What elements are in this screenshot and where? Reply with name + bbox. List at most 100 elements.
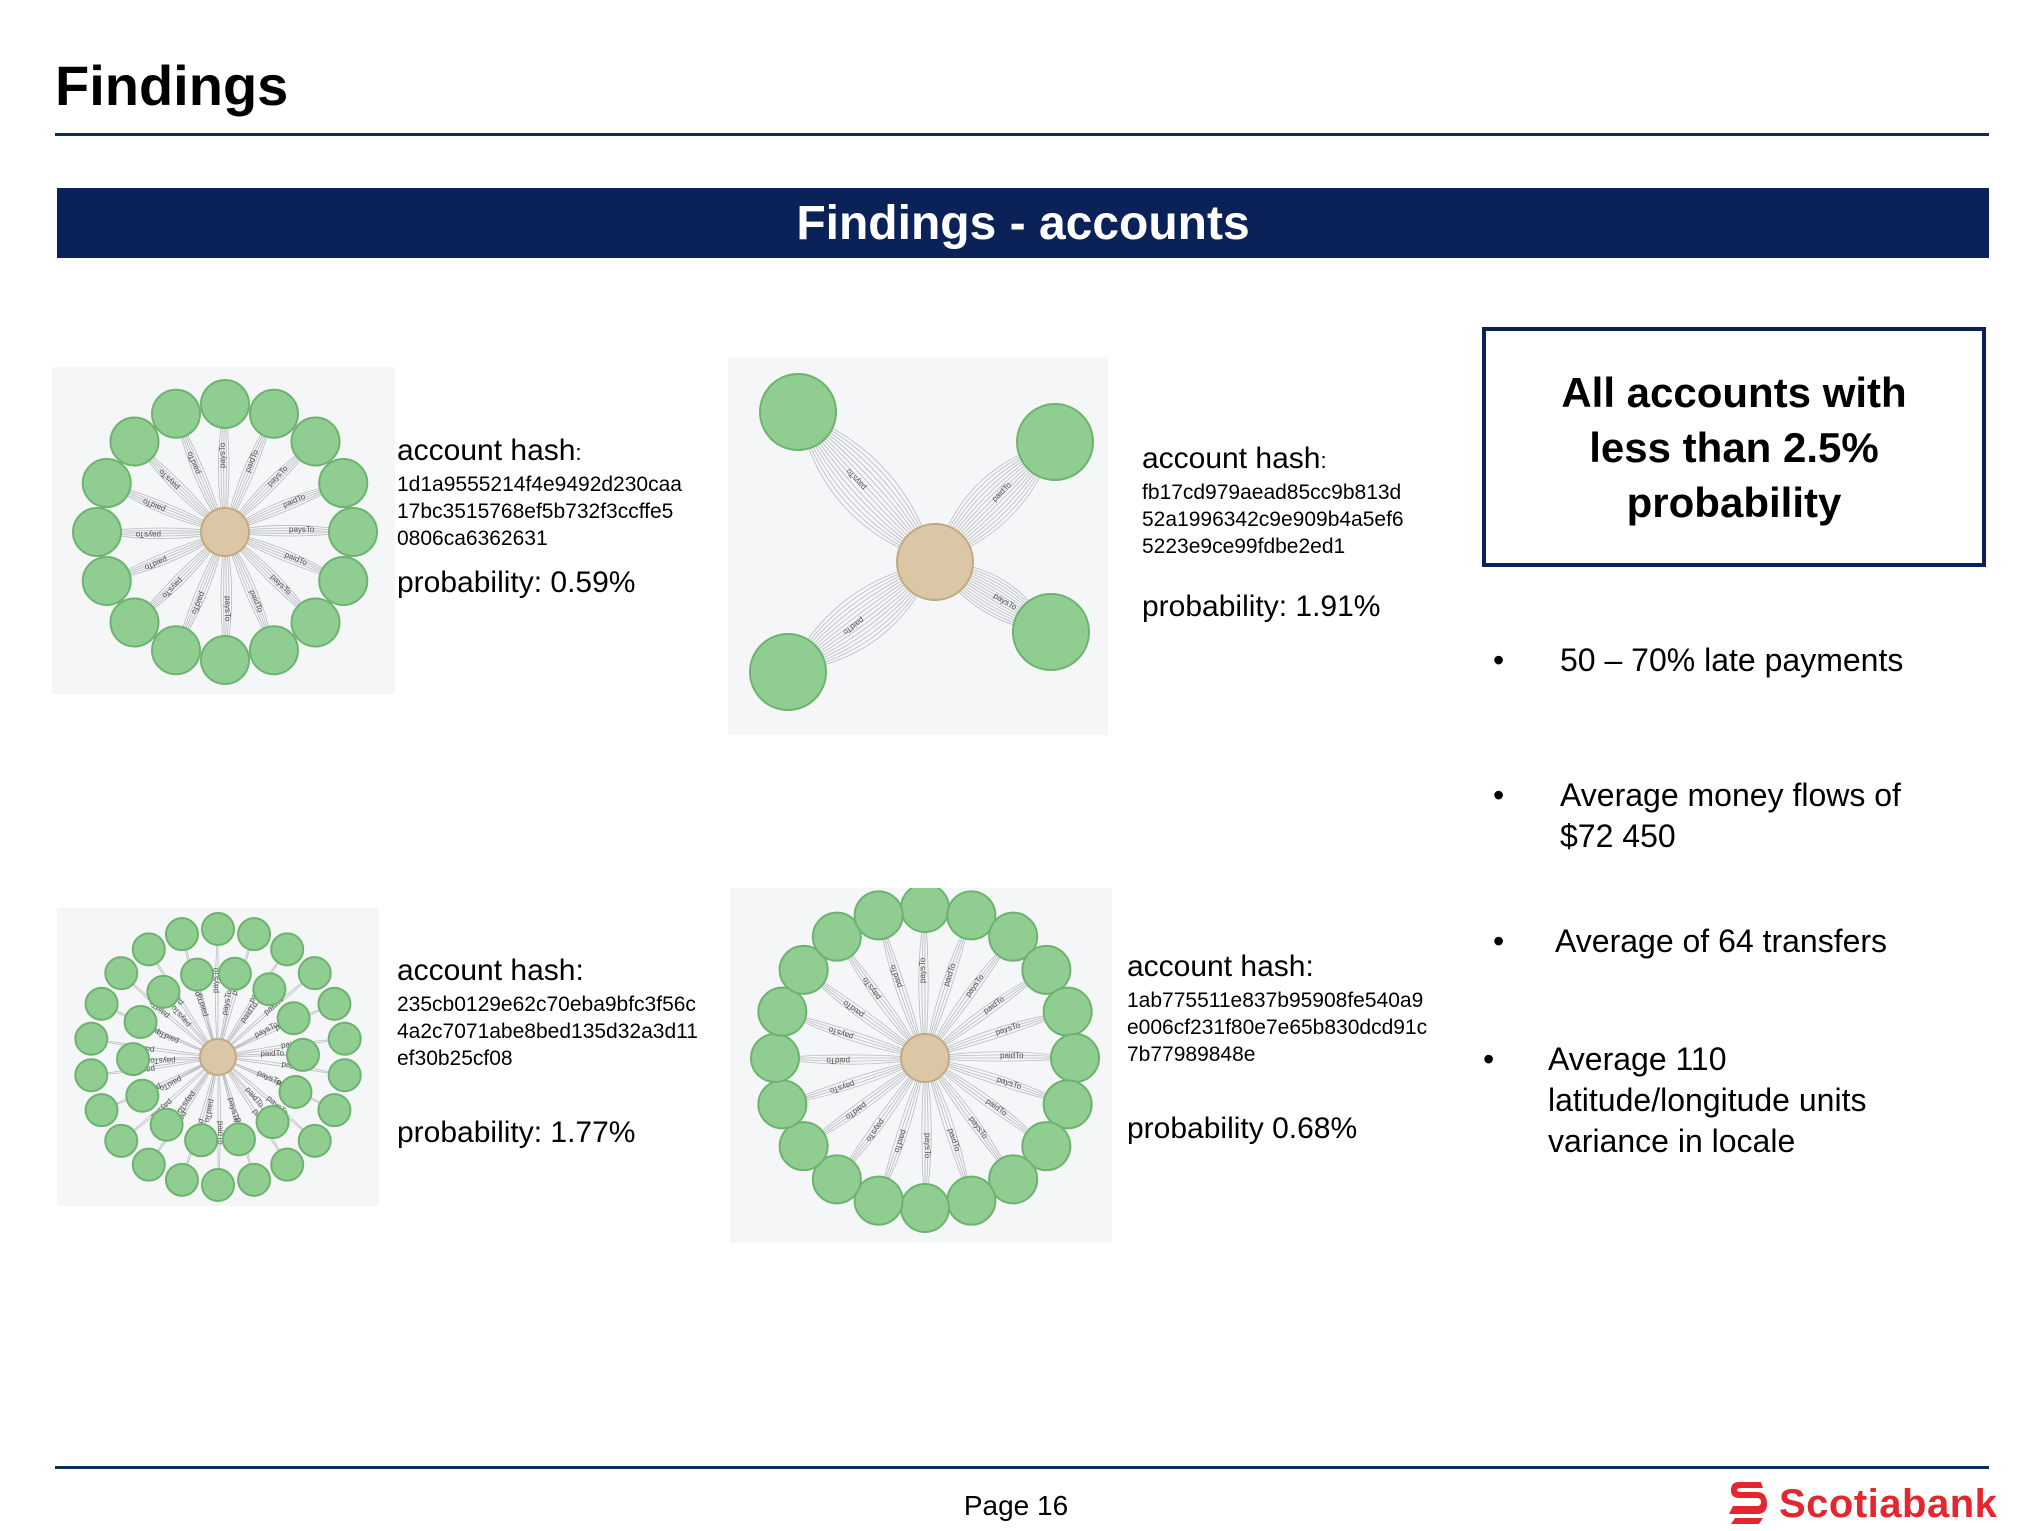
account-node bbox=[151, 388, 202, 439]
center-node bbox=[900, 1033, 950, 1083]
edge-label: paidTo bbox=[281, 492, 307, 510]
account-node bbox=[149, 1107, 184, 1142]
account-node bbox=[317, 1093, 352, 1128]
account-node bbox=[72, 507, 122, 557]
account-node bbox=[946, 890, 997, 941]
bullet-text: Average money flows of $72 450 bbox=[1560, 777, 1901, 854]
scotiabank-s-icon bbox=[1727, 1478, 1771, 1531]
account-node bbox=[853, 1175, 904, 1226]
bullet-text: Average 110 latitude/longitude units varia… bbox=[1548, 1041, 1867, 1159]
bullet-marker: • bbox=[1483, 1041, 1495, 1077]
account-node bbox=[318, 458, 369, 509]
edge-label: paysTo bbox=[289, 525, 315, 534]
account-node bbox=[248, 388, 299, 439]
bullet-marker: • bbox=[1493, 777, 1505, 813]
edge-label: paysTo bbox=[223, 596, 232, 622]
account-node bbox=[270, 1147, 305, 1182]
account-node bbox=[109, 597, 160, 648]
brand-name: Scotiabank bbox=[1779, 1482, 1998, 1526]
account-node bbox=[853, 890, 904, 941]
account-node bbox=[1042, 986, 1093, 1037]
account-node bbox=[81, 458, 132, 509]
account-node bbox=[327, 1021, 362, 1056]
bullet-item: • Average 110 latitude/longitude units var… bbox=[1483, 1039, 1993, 1162]
edge-label: paysTo bbox=[227, 1096, 242, 1123]
edge-label: paidTo bbox=[216, 1121, 225, 1145]
account-probability: probability: 1.91% bbox=[1142, 590, 1381, 623]
account-graph-1: paysTo paidTo paysTo paidTo paysTo paidTo pays… bbox=[52, 367, 395, 694]
edge-label: paidTo bbox=[185, 450, 203, 476]
account-node bbox=[84, 1093, 119, 1128]
account-node bbox=[201, 912, 235, 946]
account-node bbox=[74, 1058, 109, 1093]
account-node bbox=[778, 1121, 829, 1172]
section-banner: Findings - accounts bbox=[57, 188, 1989, 258]
edge-label: paidTo bbox=[260, 1048, 284, 1058]
account-node bbox=[278, 1075, 313, 1110]
edge-label: paysTo bbox=[253, 1020, 280, 1040]
account-node bbox=[327, 1058, 362, 1093]
account-node bbox=[318, 555, 369, 606]
account-node bbox=[164, 1162, 199, 1197]
edge-label: paidTo bbox=[1000, 1051, 1024, 1060]
account-node bbox=[750, 1033, 800, 1083]
bullet-text: 50 – 70% late payments bbox=[1560, 642, 1904, 678]
account-node bbox=[237, 917, 272, 952]
account-node bbox=[317, 986, 352, 1021]
account-node bbox=[1021, 944, 1072, 995]
bullet-marker: • bbox=[1493, 642, 1505, 678]
bullet-text: Average of 64 transfers bbox=[1555, 923, 1888, 959]
account-node bbox=[297, 956, 332, 991]
account-node bbox=[252, 972, 287, 1007]
account-node bbox=[201, 1168, 235, 1202]
bullet-item: • Average of 64 transfers bbox=[1493, 921, 1993, 962]
account-node bbox=[74, 1021, 109, 1056]
account-node bbox=[328, 507, 378, 557]
account-node bbox=[131, 1147, 166, 1182]
edge-label: paysTo bbox=[211, 967, 220, 993]
edge-label: paysTo bbox=[923, 1133, 932, 1159]
account-node bbox=[164, 917, 199, 952]
edge-label: paysTo bbox=[918, 957, 927, 983]
edge-label: paidTo bbox=[141, 496, 167, 514]
edge-label: paidTo bbox=[195, 992, 210, 1018]
edge-label: paidTo bbox=[189, 590, 207, 616]
account-node bbox=[290, 597, 341, 648]
account-node bbox=[184, 1123, 219, 1158]
account-node bbox=[131, 932, 166, 967]
scotiabank-logo: Scotiabank bbox=[1727, 1478, 1997, 1531]
account-hash-value: 1ab775511e837b95908fe540a9 e006cf231f80e7… bbox=[1127, 989, 1428, 1066]
bullet-item: • Average money flows of $72 450 bbox=[1493, 775, 1993, 857]
account-node bbox=[81, 555, 132, 606]
account-hash-value: 235cb0129e62c70eba9bfc3f56c 4a2c7071abe8b… bbox=[397, 993, 698, 1070]
account-node bbox=[200, 635, 250, 685]
account-node bbox=[297, 1123, 332, 1158]
account-graph-3: paysTopaidTopaysTopaidTopaysTopaidTopays… bbox=[57, 908, 379, 1206]
center-node bbox=[199, 1038, 237, 1076]
summary-callout: All accounts with less than 2.5% probabi… bbox=[1482, 327, 1986, 567]
account-node bbox=[285, 1037, 320, 1072]
account-hash-label: account hash: bbox=[397, 434, 582, 467]
account-node bbox=[255, 1105, 290, 1140]
account-node bbox=[759, 373, 837, 451]
account-node bbox=[290, 416, 341, 467]
account-node bbox=[1021, 1121, 1072, 1172]
account-info-3: account hash: 235cb0129e62c70eba9bfc3f56… bbox=[397, 954, 698, 1149]
callout-line: less than 2.5% bbox=[1589, 423, 1879, 471]
edge-label: paidTo bbox=[841, 998, 866, 1019]
account-node bbox=[200, 379, 250, 429]
edge-label: paidTo bbox=[283, 550, 309, 568]
edge-label: paidTo bbox=[143, 555, 169, 573]
account-node bbox=[248, 625, 299, 676]
account-node bbox=[900, 888, 950, 933]
account-info-4: account hash: 1ab775511e837b95908fe540a9… bbox=[1127, 950, 1427, 1145]
account-node bbox=[125, 1078, 160, 1113]
account-probability: probability: 0.59% bbox=[397, 566, 636, 599]
page-number: Page 16 bbox=[963, 1490, 1069, 1521]
account-node bbox=[988, 1154, 1039, 1205]
edge-label: paidTo bbox=[243, 448, 261, 474]
edge-label: paidTo bbox=[985, 1096, 1010, 1117]
account-hash-value: 1d1a9555214f4e9492d230caa 17bc3515768ef5b… bbox=[397, 473, 682, 550]
edge-label: paysTo bbox=[135, 530, 161, 539]
account-node bbox=[109, 416, 160, 467]
